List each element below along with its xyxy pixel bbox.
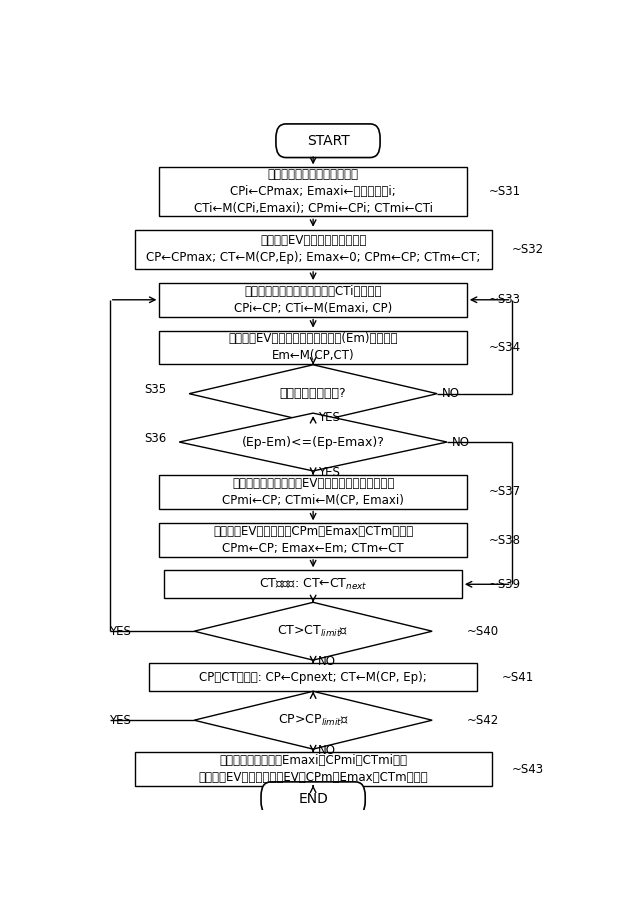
FancyBboxPatch shape (261, 782, 365, 815)
Text: YES: YES (109, 625, 131, 638)
FancyBboxPatch shape (276, 124, 380, 157)
Text: CP>CP$_{limit}$？: CP>CP$_{limit}$？ (278, 713, 349, 728)
Text: NO: NO (442, 387, 460, 400)
Text: CTを更新: CT←CT$_{next}$: CTを更新: CT←CT$_{next}$ (259, 577, 367, 592)
Text: 予測到着EVグループの初期化：
CP←CPmax; CT←M(CP,Ep); Emax←0; CPm←CP; CTm←CT;: 予測到着EVグループの初期化： CP←CPmax; CT←M(CP,Ep); E… (146, 235, 480, 264)
FancyBboxPatch shape (164, 571, 462, 598)
Text: ~S32: ~S32 (511, 243, 543, 256)
Text: START: START (307, 134, 349, 147)
FancyBboxPatch shape (159, 523, 467, 557)
Text: 予測到着EVグループのCPm、Emax、CTm更新：
CPm←CP; Emax←Em; CTm←CT: 予測到着EVグループのCPm、Emax、CTm更新： CPm←CP; Emax←… (213, 525, 413, 555)
FancyBboxPatch shape (159, 475, 467, 509)
FancyBboxPatch shape (159, 283, 467, 317)
Text: YES: YES (318, 467, 340, 480)
Text: S36: S36 (145, 432, 167, 445)
Text: 予測到着EVグループの最大充電量(Em)を取得：
Em←M(CP,CT): 予測到着EVグループの最大充電量(Em)を取得： Em←M(CP,CT) (228, 332, 398, 362)
Text: NO: NO (318, 744, 336, 757)
Text: ~S34: ~S34 (489, 341, 522, 354)
Text: ~S33: ~S33 (489, 293, 521, 307)
Polygon shape (189, 365, 437, 422)
FancyBboxPatch shape (134, 229, 492, 269)
Text: ~S43: ~S43 (511, 763, 543, 775)
FancyBboxPatch shape (159, 167, 467, 217)
Text: ~S41: ~S41 (502, 671, 534, 684)
Polygon shape (194, 692, 432, 749)
Text: ~S37: ~S37 (489, 485, 522, 499)
FancyBboxPatch shape (134, 753, 492, 786)
Text: (Ep-Em)<=(Ep-Emax)?: (Ep-Em)<=(Ep-Emax)? (242, 436, 385, 449)
Text: ~S40: ~S40 (467, 625, 499, 638)
Text: CT>CT$_{limit}$？: CT>CT$_{limit}$？ (277, 623, 349, 639)
Text: 制約条件を満たす?: 制約条件を満たす? (280, 387, 346, 400)
Text: CPとCTを更新: CP←Cpnext; CT←M(CP, Ep);: CPとCTを更新: CP←Cpnext; CT←M(CP, Ep); (199, 671, 427, 684)
Text: YES: YES (109, 713, 131, 727)
Text: 充電待ちグループの充電時間CTiを抽出：
CPi←CP; CTi←M(Emaxi, CP): 充電待ちグループの充電時間CTiを抽出： CPi←CP; CTi←M(Emaxi… (234, 285, 392, 315)
Text: ~S42: ~S42 (467, 713, 499, 727)
Text: 充電待ちグループの初期化：
CPi←CPmax; Emaxi←必須充電量i;
CTi←M(CPi,Emaxi); CPmi←CPi; CTmi←CTi: 充電待ちグループの初期化： CPi←CPmax; Emaxi←必須充電量i; C… (194, 168, 433, 216)
Text: NO: NO (318, 655, 336, 668)
FancyBboxPatch shape (150, 663, 477, 692)
Polygon shape (194, 602, 432, 660)
Text: NO: NO (452, 436, 470, 449)
Text: 充電待ちグループの各EVのパラメーターを更新：
CPmi←CP; CTmi←M(CP, Emaxi): 充電待ちグループの各EVのパラメーターを更新： CPmi←CP; CTmi←M(… (222, 477, 404, 507)
Text: 充電待ちグループのEmaxi、CPmi、CTmiと、
予測到着EVグループの各EVのCPm、Emax、CTmを返す: 充電待ちグループのEmaxi、CPmi、CTmiと、 予測到着EVグループの各E… (198, 754, 428, 784)
Text: YES: YES (318, 411, 340, 424)
Text: ~S31: ~S31 (489, 186, 522, 198)
Text: ~S39: ~S39 (489, 578, 522, 591)
FancyBboxPatch shape (159, 330, 467, 364)
Text: ~S38: ~S38 (489, 533, 521, 547)
Text: S35: S35 (145, 383, 166, 396)
Polygon shape (179, 413, 447, 471)
Text: END: END (298, 792, 328, 805)
